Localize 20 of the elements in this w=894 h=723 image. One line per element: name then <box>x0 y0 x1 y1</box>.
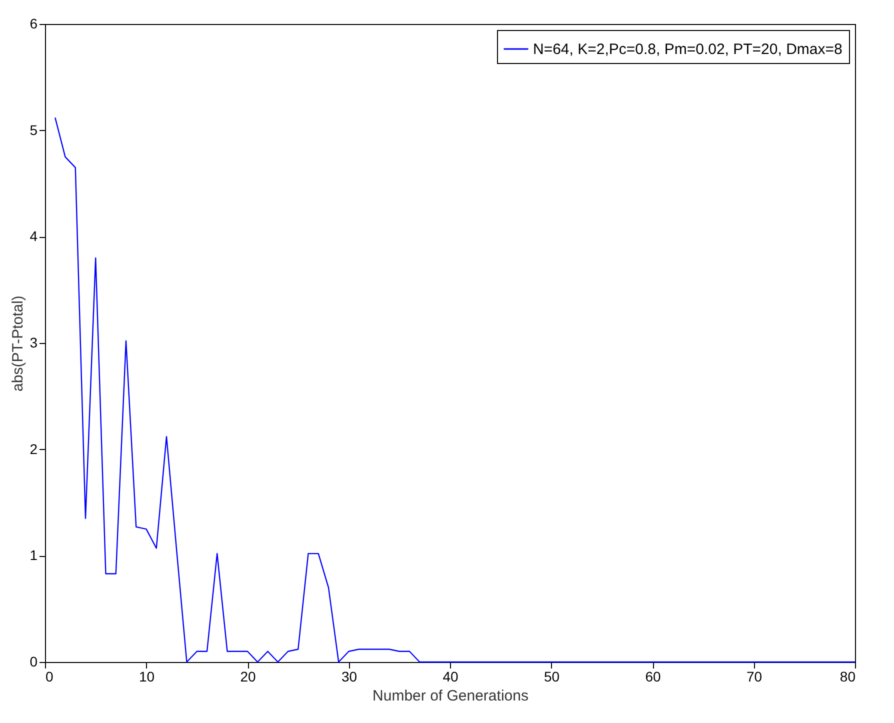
y-tick-label: 6 <box>30 16 38 32</box>
x-axis-title: Number of Generations <box>372 688 528 704</box>
y-tick-label: 1 <box>30 547 38 564</box>
x-tick-label: 60 <box>645 668 661 684</box>
x-tick-label: 70 <box>746 668 762 684</box>
y-axis-title: abs(PT-Ptotal) <box>10 296 27 392</box>
y-tick-label: 5 <box>30 122 38 138</box>
x-tick-label: 20 <box>240 668 256 684</box>
y-tick-label: 2 <box>30 440 38 457</box>
y-tick-label: 4 <box>30 228 38 244</box>
y-tick-label: 0 <box>30 654 38 670</box>
x-tick-label: 0 <box>46 668 54 684</box>
line-series <box>54 116 856 663</box>
x-tick-label: 10 <box>138 668 155 684</box>
x-tick-label: 30 <box>341 668 358 684</box>
x-tick-label: 40 <box>442 668 458 684</box>
legend-label: N=64, K=2,Pc=0.8, Pm=0.02, PT=20, Dmax=8 <box>533 41 842 58</box>
y-tick-label: 3 <box>30 334 38 350</box>
x-tick-label: 80 <box>840 668 856 684</box>
x-tick-label: 50 <box>544 668 560 684</box>
